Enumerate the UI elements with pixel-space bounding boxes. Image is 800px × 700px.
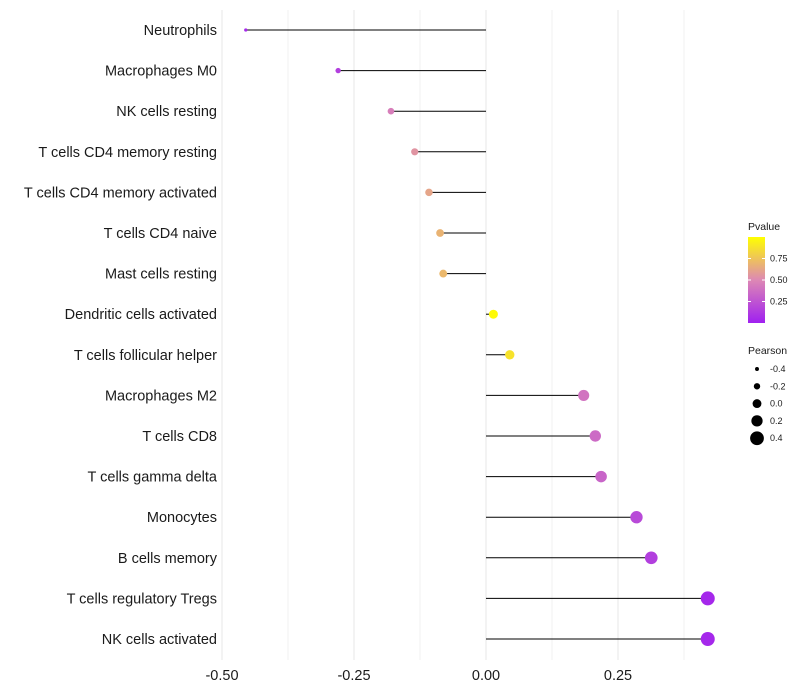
lollipop-point bbox=[578, 389, 590, 401]
category-label: NK cells activated bbox=[102, 632, 217, 648]
x-tick-label: -0.50 bbox=[205, 668, 238, 684]
category-label: T cells regulatory Tregs bbox=[67, 591, 217, 607]
x-axis: -0.50 -0.25 0.00 0.25 bbox=[205, 668, 632, 684]
lollipops bbox=[244, 28, 715, 646]
pvalue-legend-label: 0.50 bbox=[770, 275, 788, 285]
lollipop-point bbox=[425, 188, 433, 197]
category-label: T cells CD4 naive bbox=[104, 226, 217, 242]
category-label: T cells CD8 bbox=[142, 429, 217, 445]
pvalue-legend-label: 0.25 bbox=[770, 297, 788, 307]
pearson-legend-key bbox=[753, 383, 761, 390]
pearson-legend-key bbox=[755, 367, 759, 371]
category-label: T cells CD4 memory resting bbox=[38, 145, 217, 161]
category-label: Macrophages M2 bbox=[105, 388, 217, 404]
pearson-legend-label: 0.4 bbox=[770, 433, 783, 443]
pearson-legend-label: -0.4 bbox=[770, 364, 786, 374]
lollipop-point bbox=[488, 309, 498, 319]
category-label: T cells gamma delta bbox=[88, 470, 218, 486]
pearson-legend-label: -0.2 bbox=[770, 381, 786, 391]
lollipop-point bbox=[244, 28, 248, 32]
lollipop-point bbox=[387, 107, 395, 115]
category-label: B cells memory bbox=[118, 551, 218, 567]
lollipop-point bbox=[644, 551, 658, 565]
category-label: Dendritic cells activated bbox=[65, 307, 217, 323]
pearson-legend-label: 0.2 bbox=[770, 416, 783, 426]
y-axis: Neutrophils Macrophages M0 NK cells restin… bbox=[24, 23, 218, 648]
category-label: Macrophages M0 bbox=[105, 64, 217, 80]
lollipop-point bbox=[439, 269, 448, 278]
pearson-legend-label: 0.0 bbox=[770, 399, 783, 409]
pearson-legend-key bbox=[751, 415, 763, 427]
lollipop-point bbox=[700, 632, 715, 646]
pvalue-legend: Pvalue 0.25 0.50 0.75 bbox=[748, 221, 788, 323]
category-label: Monocytes bbox=[147, 510, 217, 526]
x-tick-label: 0.25 bbox=[604, 668, 632, 684]
lollipop-point bbox=[595, 470, 607, 483]
lollipop-point bbox=[436, 229, 444, 237]
lollipop-point bbox=[630, 511, 643, 524]
grid bbox=[221, 10, 685, 660]
pearson-legend-key bbox=[750, 431, 764, 446]
lollipop-point bbox=[411, 148, 419, 156]
lollipop-point bbox=[589, 430, 601, 442]
pearson-legend: Pearson -0.4 -0.2 0.0 0.2 0.4 bbox=[748, 345, 787, 446]
pvalue-legend-label: 0.75 bbox=[770, 254, 788, 264]
pvalue-legend-title: Pvalue bbox=[748, 221, 780, 233]
category-label: NK cells resting bbox=[116, 104, 217, 120]
lollipop-point bbox=[335, 67, 341, 74]
x-tick-label: -0.25 bbox=[337, 668, 370, 684]
pearson-legend-title: Pearson bbox=[748, 345, 787, 357]
category-label: T cells follicular helper bbox=[74, 348, 217, 364]
category-label: Mast cells resting bbox=[105, 267, 217, 283]
category-label: Neutrophils bbox=[144, 23, 217, 39]
x-tick-label: 0.00 bbox=[472, 668, 500, 684]
category-label: T cells CD4 memory activated bbox=[24, 185, 217, 201]
lollipop-point bbox=[700, 591, 715, 606]
pearson-legend-key bbox=[752, 399, 762, 409]
pvalue-colorbar bbox=[748, 237, 765, 323]
lollipop-point bbox=[505, 350, 515, 360]
